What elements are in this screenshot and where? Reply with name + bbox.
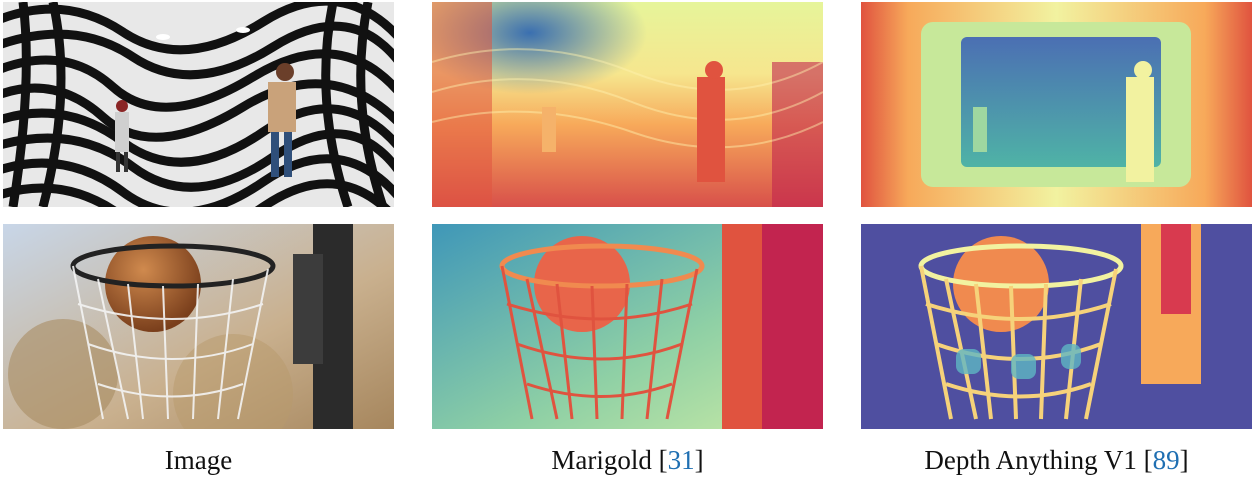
caption-image: Image — [3, 443, 394, 477]
depth-anything-v1-basketball — [861, 224, 1252, 429]
caption-marigold-text: Marigold [ — [551, 445, 668, 475]
citation-link-89[interactable]: 89 — [1152, 445, 1180, 475]
marigold-depth-zebra-room — [432, 2, 823, 207]
marigold-depth-basketball — [432, 224, 823, 429]
citation-link-31[interactable]: 31 — [667, 445, 695, 475]
caption-image-text: Image — [164, 445, 233, 475]
image-basketball — [3, 224, 394, 429]
caption-marigold: Marigold [31] — [432, 443, 823, 477]
image-zebra-room — [3, 2, 394, 207]
depth-anything-v1-zebra-room — [861, 2, 1252, 207]
caption-depth-anything: Depth Anything V1 [89] — [861, 443, 1252, 477]
caption-depth-anything-close: ] — [1179, 445, 1189, 475]
caption-depth-anything-text: Depth Anything V1 [ — [924, 445, 1153, 475]
caption-marigold-close: ] — [694, 445, 704, 475]
